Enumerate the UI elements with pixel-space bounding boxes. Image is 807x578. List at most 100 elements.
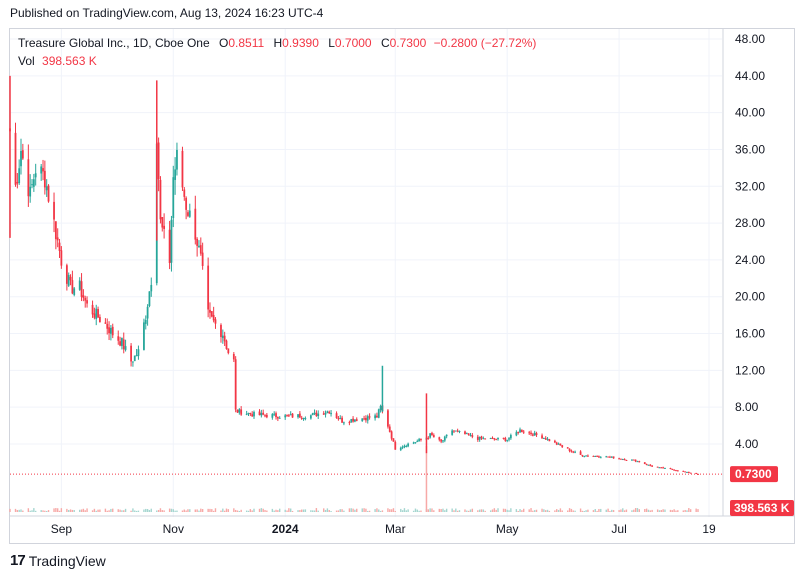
volume-bar <box>363 508 365 512</box>
volume-bar <box>389 509 391 512</box>
candle-body <box>170 219 173 263</box>
volume-bar <box>183 509 185 512</box>
candle-body <box>18 168 21 184</box>
candle-body <box>634 459 637 462</box>
candle-body <box>570 450 573 452</box>
candle-body <box>632 459 635 461</box>
candle-body <box>553 440 556 443</box>
volume-bar <box>33 508 35 512</box>
candle-body <box>431 432 433 436</box>
time-tick-label: Jul <box>611 522 626 536</box>
volume-bar <box>543 509 545 512</box>
volume-bar <box>266 510 268 512</box>
volume-bar <box>119 509 121 512</box>
candle-body <box>598 456 600 458</box>
price-badge-text: 0.7300 <box>735 467 772 481</box>
price-tick-label: 20.00 <box>735 290 765 304</box>
candle-body <box>275 413 277 418</box>
candle-body <box>645 464 648 466</box>
volume-bar <box>697 509 699 512</box>
volume-bar <box>592 510 595 512</box>
volume-bar <box>330 510 332 512</box>
volume-bar <box>130 510 132 512</box>
volume-bar <box>150 508 152 512</box>
volume-bar <box>451 508 453 512</box>
candle-body <box>324 413 327 415</box>
volume-bar <box>262 508 264 512</box>
candle-body <box>612 456 615 459</box>
candle-body <box>240 409 243 415</box>
candle-body <box>491 437 494 439</box>
volume-bar <box>143 509 145 512</box>
volume-bar <box>455 508 457 512</box>
candle-body <box>566 447 569 449</box>
volume-bar <box>467 510 470 512</box>
footer-brand[interactable]: TradingView <box>28 552 106 569</box>
candle-body <box>664 467 666 469</box>
price-axis[interactable]: 4.00 8.00 12.00 16.00 20.00 24.00 28.00 32.00 36… <box>735 32 765 451</box>
volume-bar <box>29 510 31 512</box>
candle-body <box>174 169 177 180</box>
volume-bar <box>45 510 48 512</box>
time-tick-label: Nov <box>163 522 184 536</box>
volume-bar <box>47 510 50 512</box>
volume-bar <box>251 510 253 512</box>
candle-body <box>374 415 376 419</box>
candle-body <box>478 436 481 440</box>
volume-bar <box>212 510 215 512</box>
volume-bar <box>534 510 536 512</box>
candle-body <box>260 413 263 416</box>
price-tick-label: 36.00 <box>735 142 765 156</box>
candle-body <box>621 459 624 461</box>
candle-body <box>262 412 265 415</box>
time-axis[interactable]: Sep Nov 2024 Mar May Jul 19 <box>51 522 716 536</box>
volume-bar <box>207 508 209 512</box>
volume-bar <box>482 509 485 512</box>
chart-frame[interactable] <box>9 28 795 544</box>
price-tick-label: 40.00 <box>735 106 765 120</box>
volume-bar <box>58 510 61 512</box>
volume-bar <box>607 508 609 512</box>
candle-body <box>651 465 654 467</box>
candle-body <box>572 451 575 453</box>
volume-bar <box>554 510 556 512</box>
candle-body <box>379 405 382 411</box>
candle-body <box>343 422 345 424</box>
volume-badge: 398.563 K <box>730 500 794 516</box>
candle-body <box>45 186 48 191</box>
volume-bar <box>123 510 125 512</box>
volume-bar <box>622 508 624 512</box>
candle-body <box>416 441 419 443</box>
volume-bar <box>121 510 123 512</box>
candle-body <box>196 238 199 246</box>
volume-bar <box>466 510 468 512</box>
candle-body <box>249 413 252 415</box>
candle-body <box>506 439 509 441</box>
volume-bar <box>390 509 393 512</box>
candle-body <box>82 295 85 298</box>
candle-body <box>541 435 543 439</box>
candle-body <box>181 150 184 188</box>
candle-body <box>232 354 235 360</box>
candle-body <box>207 265 210 310</box>
candle-body <box>546 438 549 440</box>
volume-bar <box>675 510 677 512</box>
candle-body <box>456 430 459 432</box>
legend-close-label: C <box>380 36 390 50</box>
candle-body <box>73 288 76 295</box>
volume-bar <box>288 508 290 512</box>
volume-bar <box>44 510 46 512</box>
tradingview-logo-icon[interactable]: 17 <box>10 552 26 569</box>
candle-body <box>168 229 171 264</box>
legend-low-label: L <box>328 36 335 50</box>
volume-bar <box>176 510 178 512</box>
volume-bars <box>9 446 699 512</box>
volume-bar <box>93 508 96 512</box>
chart-legend: Treasure Global Inc., 1D, Cboe One O0.85… <box>18 35 536 69</box>
candle-body <box>366 416 369 421</box>
candle-body <box>194 208 197 240</box>
candle-body <box>631 459 633 461</box>
candle-body <box>144 319 147 324</box>
volume-bar <box>407 509 409 512</box>
